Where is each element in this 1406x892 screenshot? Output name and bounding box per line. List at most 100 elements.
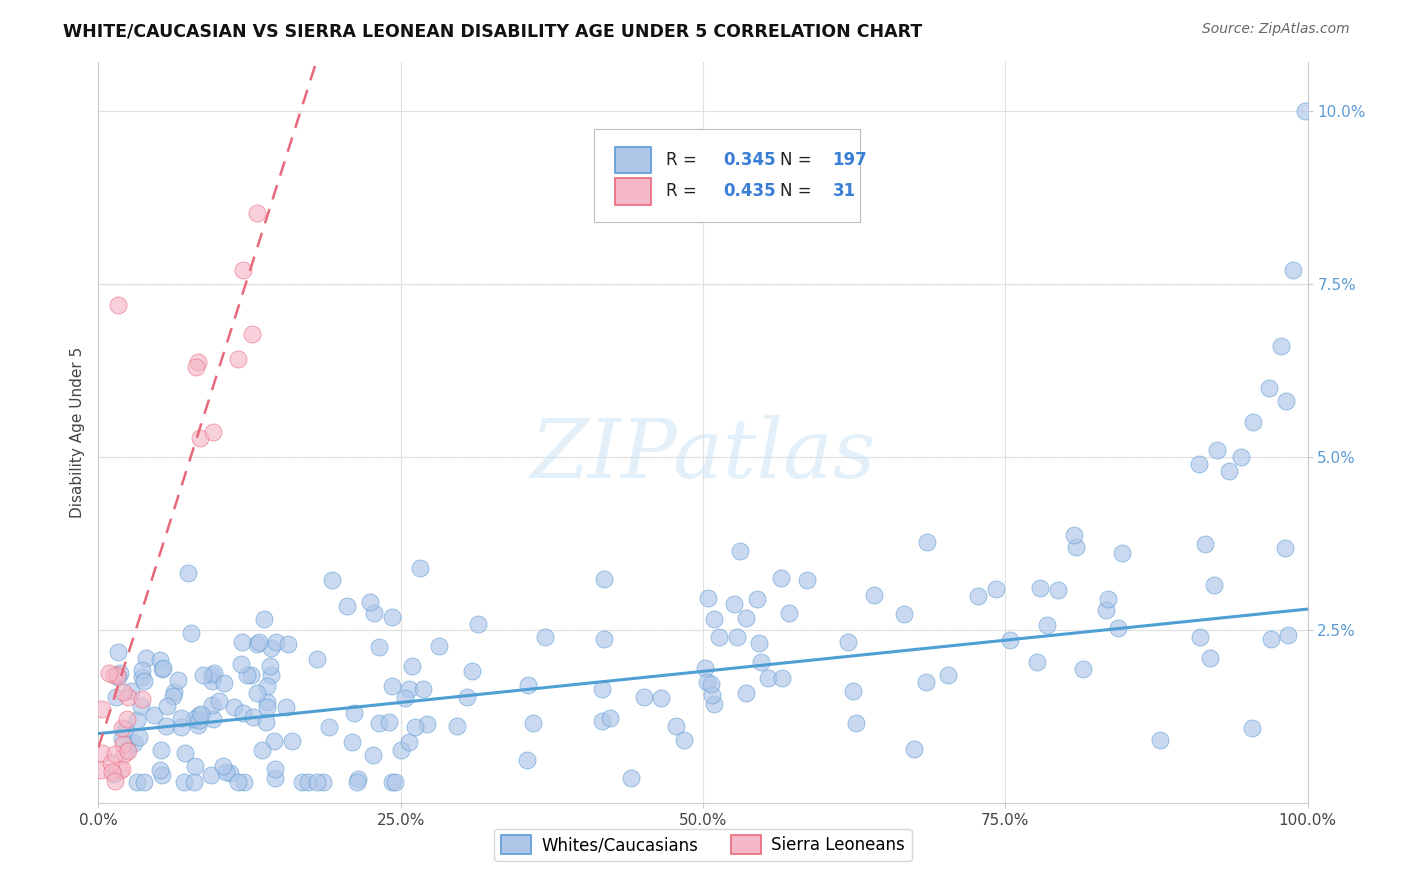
- Point: [105, 690, 128, 704]
- Point: [110, 666, 132, 681]
- Point: [361, 747, 384, 762]
- Point: [180, 625, 202, 640]
- FancyBboxPatch shape: [614, 178, 651, 204]
- Point: [101, 764, 124, 779]
- Point: [232, 263, 254, 277]
- Point: [1282, 263, 1305, 277]
- Point: [135, 651, 157, 665]
- Point: [305, 652, 328, 666]
- Point: [263, 733, 285, 747]
- Point: [232, 775, 254, 789]
- Point: [837, 635, 859, 649]
- Point: [593, 573, 616, 587]
- Text: 197: 197: [832, 151, 868, 169]
- Point: [1149, 733, 1171, 747]
- Point: [188, 708, 211, 723]
- Point: [120, 684, 142, 698]
- Point: [170, 720, 193, 734]
- Point: [735, 686, 758, 700]
- Text: 0.345: 0.345: [724, 151, 776, 169]
- Point: [187, 714, 209, 728]
- Text: Source: ZipAtlas.com: Source: ZipAtlas.com: [1202, 22, 1350, 37]
- Point: [1025, 655, 1047, 669]
- Point: [841, 683, 863, 698]
- Point: [416, 717, 439, 731]
- Point: [184, 759, 207, 773]
- Point: [131, 692, 153, 706]
- Point: [1199, 650, 1222, 665]
- Text: 0.435: 0.435: [724, 182, 776, 201]
- Point: [1241, 415, 1264, 429]
- Point: [703, 698, 725, 712]
- Point: [263, 762, 285, 776]
- Point: [1071, 662, 1094, 676]
- Point: [149, 743, 172, 757]
- Point: [90, 763, 112, 777]
- Point: [253, 612, 276, 626]
- Point: [346, 775, 368, 789]
- Point: [202, 666, 225, 681]
- Point: [240, 668, 263, 682]
- Point: [259, 659, 281, 673]
- Point: [291, 775, 314, 789]
- Point: [522, 716, 544, 731]
- Point: [534, 630, 557, 644]
- Point: [117, 690, 139, 705]
- Point: [1036, 617, 1059, 632]
- Point: [191, 667, 214, 681]
- Point: [155, 719, 177, 733]
- Point: [305, 775, 328, 789]
- Point: [986, 582, 1008, 596]
- Point: [460, 664, 482, 678]
- Point: [845, 716, 868, 731]
- Point: [143, 708, 166, 723]
- Point: [100, 756, 122, 771]
- Point: [200, 768, 222, 782]
- Point: [260, 641, 283, 656]
- Point: [132, 673, 155, 688]
- Point: [703, 612, 725, 626]
- Point: [516, 753, 538, 767]
- Point: [115, 742, 138, 756]
- Point: [201, 668, 224, 682]
- Y-axis label: Disability Age Under 5: Disability Age Under 5: [69, 347, 84, 518]
- Point: [778, 607, 800, 621]
- Point: [297, 775, 319, 789]
- Point: [398, 681, 420, 696]
- Point: [224, 700, 246, 714]
- Point: [219, 765, 242, 780]
- Point: [149, 653, 172, 667]
- Point: [381, 610, 404, 624]
- Point: [359, 595, 381, 609]
- Point: [190, 706, 212, 721]
- Point: [256, 679, 278, 693]
- Point: [104, 774, 127, 789]
- Point: [105, 667, 128, 681]
- Point: [1111, 546, 1133, 560]
- Point: [620, 771, 643, 785]
- Point: [187, 355, 209, 369]
- Point: [312, 775, 335, 789]
- Point: [401, 658, 423, 673]
- Point: [672, 732, 695, 747]
- Point: [163, 684, 186, 698]
- Text: WHITE/CAUCASIAN VS SIERRA LEONEAN DISABILITY AGE UNDER 5 CORRELATION CHART: WHITE/CAUCASIAN VS SIERRA LEONEAN DISABI…: [63, 22, 922, 40]
- Point: [593, 632, 616, 646]
- Point: [1188, 457, 1211, 471]
- Point: [728, 543, 751, 558]
- Point: [112, 737, 135, 751]
- Point: [107, 670, 129, 684]
- Point: [1257, 381, 1279, 395]
- Point: [1204, 577, 1226, 591]
- Point: [90, 702, 112, 716]
- Point: [281, 733, 304, 747]
- Point: [695, 661, 717, 675]
- Point: [770, 671, 793, 685]
- Point: [231, 635, 253, 649]
- Text: N =: N =: [780, 182, 817, 201]
- Point: [183, 712, 205, 726]
- Point: [103, 668, 125, 682]
- Point: [1194, 537, 1216, 551]
- Point: [398, 735, 420, 749]
- Point: [734, 611, 756, 625]
